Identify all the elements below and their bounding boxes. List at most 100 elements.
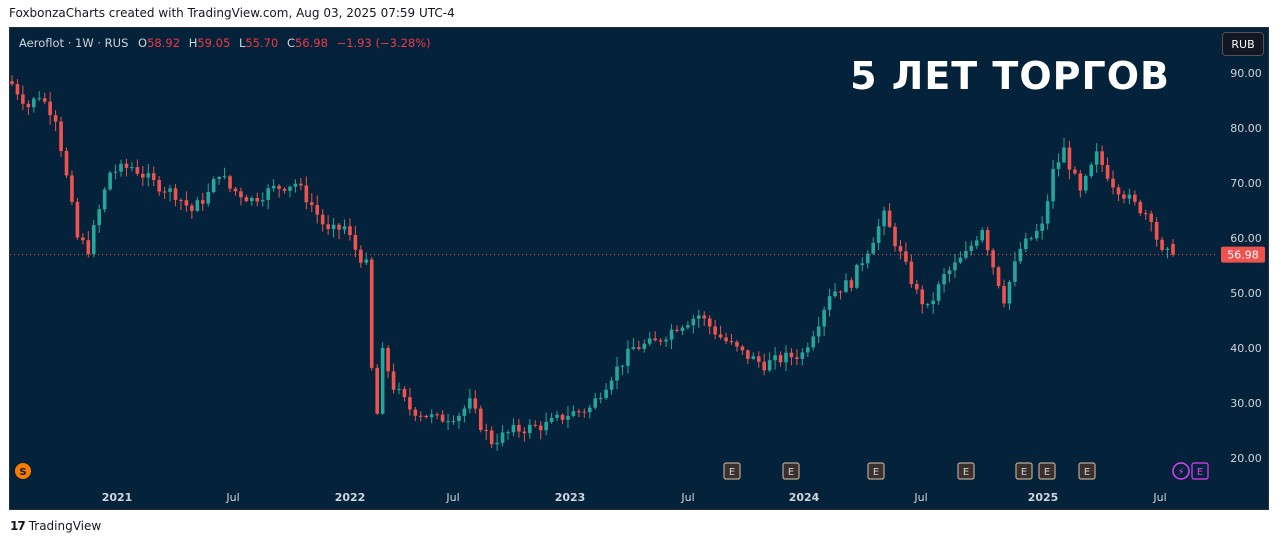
candle-body [855, 264, 859, 288]
candle-body [1034, 230, 1039, 239]
x-tick-label: Jul [225, 491, 239, 504]
candle-body [696, 315, 701, 319]
candle-body [506, 432, 510, 434]
candle-body [81, 237, 85, 241]
candle-body [190, 205, 194, 211]
candle-body [260, 199, 265, 202]
dividend-marker-label: S [19, 467, 26, 478]
y-tick-label: 70.00 [1230, 177, 1262, 190]
candle-body [686, 325, 690, 328]
candle-body [375, 367, 379, 414]
candle-body [1067, 147, 1072, 170]
candle-body [653, 338, 657, 341]
x-tick-label: 2022 [335, 491, 366, 504]
candle-body [985, 230, 990, 251]
candle-body [37, 98, 42, 100]
candle-body [1171, 243, 1175, 255]
candle-body [102, 189, 107, 210]
candle-body [1116, 187, 1121, 195]
candle-body [53, 115, 58, 122]
currency-button[interactable]: RUB [1222, 32, 1264, 56]
earnings-marker-icon [1038, 462, 1056, 480]
tradingview-logo-icon[interactable]: 17 [10, 519, 26, 533]
candle-body [1094, 151, 1099, 165]
candle-body [947, 270, 952, 275]
candle-body [1002, 285, 1006, 304]
candle-body [97, 209, 102, 226]
candle-body [146, 173, 151, 178]
candle-body [942, 274, 946, 285]
candle-body [822, 309, 826, 327]
footer-brand[interactable]: TradingView [28, 519, 102, 533]
candle-body [64, 151, 69, 176]
candle-body [538, 425, 543, 431]
candle-body [691, 318, 696, 326]
dividend-marker-icon [15, 463, 31, 479]
x-tick-label: Jul [913, 491, 927, 504]
candle-body [1029, 238, 1034, 240]
candle-body [26, 103, 31, 108]
candle-body [86, 240, 91, 255]
candle-body [909, 261, 914, 285]
candle-body [1105, 165, 1110, 179]
candle-body [15, 84, 20, 95]
candle-body [642, 343, 647, 349]
candle-body [1154, 222, 1159, 240]
candle-body [75, 201, 80, 238]
last-price-label: 56.98 [1227, 249, 1259, 262]
candle-body [931, 300, 935, 305]
candle-body [364, 259, 369, 263]
candle-body [320, 214, 325, 225]
candle-body [315, 205, 320, 215]
candle-body [702, 315, 707, 319]
candle-body [299, 183, 303, 186]
candle-body [489, 430, 494, 445]
candle-body [91, 225, 96, 255]
high-value: 59.05 [197, 36, 231, 50]
candle-body [871, 242, 876, 254]
candle-body [925, 304, 930, 306]
y-tick-label: 40.00 [1230, 342, 1262, 355]
footer: 17 TradingView [10, 519, 101, 533]
candle-body [664, 339, 668, 342]
candle-body [184, 200, 189, 206]
candle-body [157, 180, 161, 192]
candle-body [59, 121, 63, 152]
candle-body [326, 224, 330, 230]
y-tick-label: 20.00 [1230, 452, 1262, 465]
symbol-label[interactable]: Aeroflot · 1W · RUS [19, 36, 129, 50]
candle-body [533, 424, 538, 426]
candle-body [566, 415, 570, 420]
candle-body [876, 226, 881, 243]
candle-body [32, 98, 36, 108]
candle-body [560, 414, 565, 420]
candlestick-chart[interactable]: 56.98 90.00 80.00 70.00 60.00 50.00 40.00 30.00… [10, 28, 1269, 510]
candle-body [1045, 201, 1050, 224]
candle-body [48, 101, 52, 116]
candle-body [124, 163, 129, 168]
candle-body [953, 262, 957, 271]
candle-body [21, 94, 25, 104]
candle-body [288, 186, 292, 191]
candle-body [250, 197, 254, 202]
candle-body [838, 291, 843, 293]
candle-body [718, 334, 723, 338]
x-tick-label: 2024 [789, 491, 820, 504]
candle-body [669, 329, 674, 340]
chart-panel[interactable]: 56.98 90.00 80.00 70.00 60.00 50.00 40.00 30.00… [9, 27, 1269, 510]
overlay-title: 5 ЛЕТ ТОРГОВ [850, 54, 1170, 98]
earnings-marker-label: E [963, 467, 969, 478]
candle-body [680, 327, 685, 331]
candle-body [729, 341, 734, 343]
candle-body [1083, 176, 1088, 191]
candle-body [179, 199, 183, 201]
candle-body [211, 179, 216, 193]
earnings-marker-label: E [788, 467, 794, 478]
candle-body [767, 360, 772, 371]
candle-body [108, 172, 112, 190]
candle-body [200, 200, 205, 204]
x-tick-label: 2021 [102, 491, 133, 504]
candle-body [468, 398, 472, 409]
candle-body [920, 289, 925, 305]
candle-body [517, 424, 521, 432]
